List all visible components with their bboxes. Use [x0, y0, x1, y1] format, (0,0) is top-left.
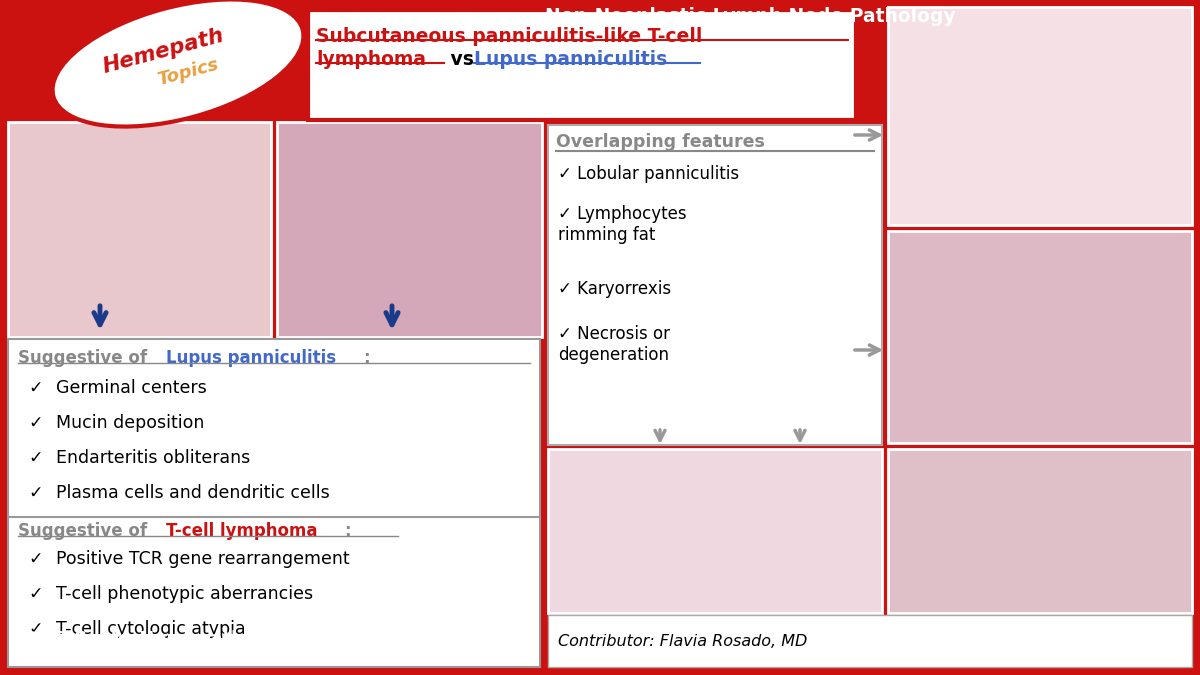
Ellipse shape — [53, 0, 304, 127]
Text: Overlapping features: Overlapping features — [556, 133, 764, 151]
FancyBboxPatch shape — [548, 125, 882, 445]
Text: ✓: ✓ — [28, 585, 42, 603]
Text: lymphoma: lymphoma — [316, 50, 426, 69]
FancyBboxPatch shape — [548, 449, 882, 613]
FancyBboxPatch shape — [8, 122, 271, 337]
Text: Contributor: Flavia Rosado, MD: Contributor: Flavia Rosado, MD — [558, 634, 808, 649]
Text: T-cell cytologic atypia: T-cell cytologic atypia — [56, 620, 246, 638]
FancyBboxPatch shape — [277, 122, 542, 337]
Text: ✓ Necrosis or
degeneration: ✓ Necrosis or degeneration — [558, 325, 670, 364]
Text: Lupus panniculitis: Lupus panniculitis — [166, 349, 336, 367]
Text: Germinal centers: Germinal centers — [56, 379, 206, 397]
Text: Lupus panniculitis: Lupus panniculitis — [474, 50, 667, 69]
Text: Positive TCR gene rearrangement: Positive TCR gene rearrangement — [56, 550, 349, 568]
Text: ✓ Lymphocytes
rimming fat: ✓ Lymphocytes rimming fat — [558, 205, 686, 244]
FancyBboxPatch shape — [888, 7, 1192, 225]
Text: ✓: ✓ — [28, 379, 42, 397]
FancyBboxPatch shape — [548, 615, 1192, 667]
Text: :: : — [364, 349, 370, 367]
Text: ✓: ✓ — [28, 449, 42, 467]
Text: Non-Neoplastic Lymph Node Pathology: Non-Neoplastic Lymph Node Pathology — [545, 7, 955, 26]
Text: ✓ Karyorrexis: ✓ Karyorrexis — [558, 280, 671, 298]
FancyBboxPatch shape — [308, 10, 856, 120]
Text: ✓ Lobular panniculitis: ✓ Lobular panniculitis — [558, 165, 739, 183]
Text: @EC_SocforHemepath   @FlaviaRosadoMD: @EC_SocforHemepath @FlaviaRosadoMD — [22, 630, 448, 648]
Text: ✓: ✓ — [28, 620, 42, 638]
Text: Subcutaneous panniculitis-like T-cell: Subcutaneous panniculitis-like T-cell — [316, 27, 702, 46]
Text: Endarteritis obliterans: Endarteritis obliterans — [56, 449, 251, 467]
Text: Mucin deposition: Mucin deposition — [56, 414, 204, 432]
Text: ✓: ✓ — [28, 414, 42, 432]
Text: vs: vs — [444, 50, 480, 69]
Text: T-cell phenotypic aberrancies: T-cell phenotypic aberrancies — [56, 585, 313, 603]
FancyBboxPatch shape — [8, 339, 540, 667]
Text: ✓: ✓ — [28, 484, 42, 502]
Text: T-cell lymphoma: T-cell lymphoma — [166, 522, 318, 540]
Text: Hemepath: Hemepath — [100, 25, 226, 77]
FancyBboxPatch shape — [888, 449, 1192, 613]
Text: Suggestive of: Suggestive of — [18, 349, 152, 367]
Text: Topics: Topics — [156, 55, 221, 89]
Text: :: : — [344, 522, 350, 540]
FancyBboxPatch shape — [888, 231, 1192, 443]
Text: ✓: ✓ — [28, 550, 42, 568]
Text: Plasma cells and dendritic cells: Plasma cells and dendritic cells — [56, 484, 330, 502]
Text: Suggestive of: Suggestive of — [18, 522, 152, 540]
